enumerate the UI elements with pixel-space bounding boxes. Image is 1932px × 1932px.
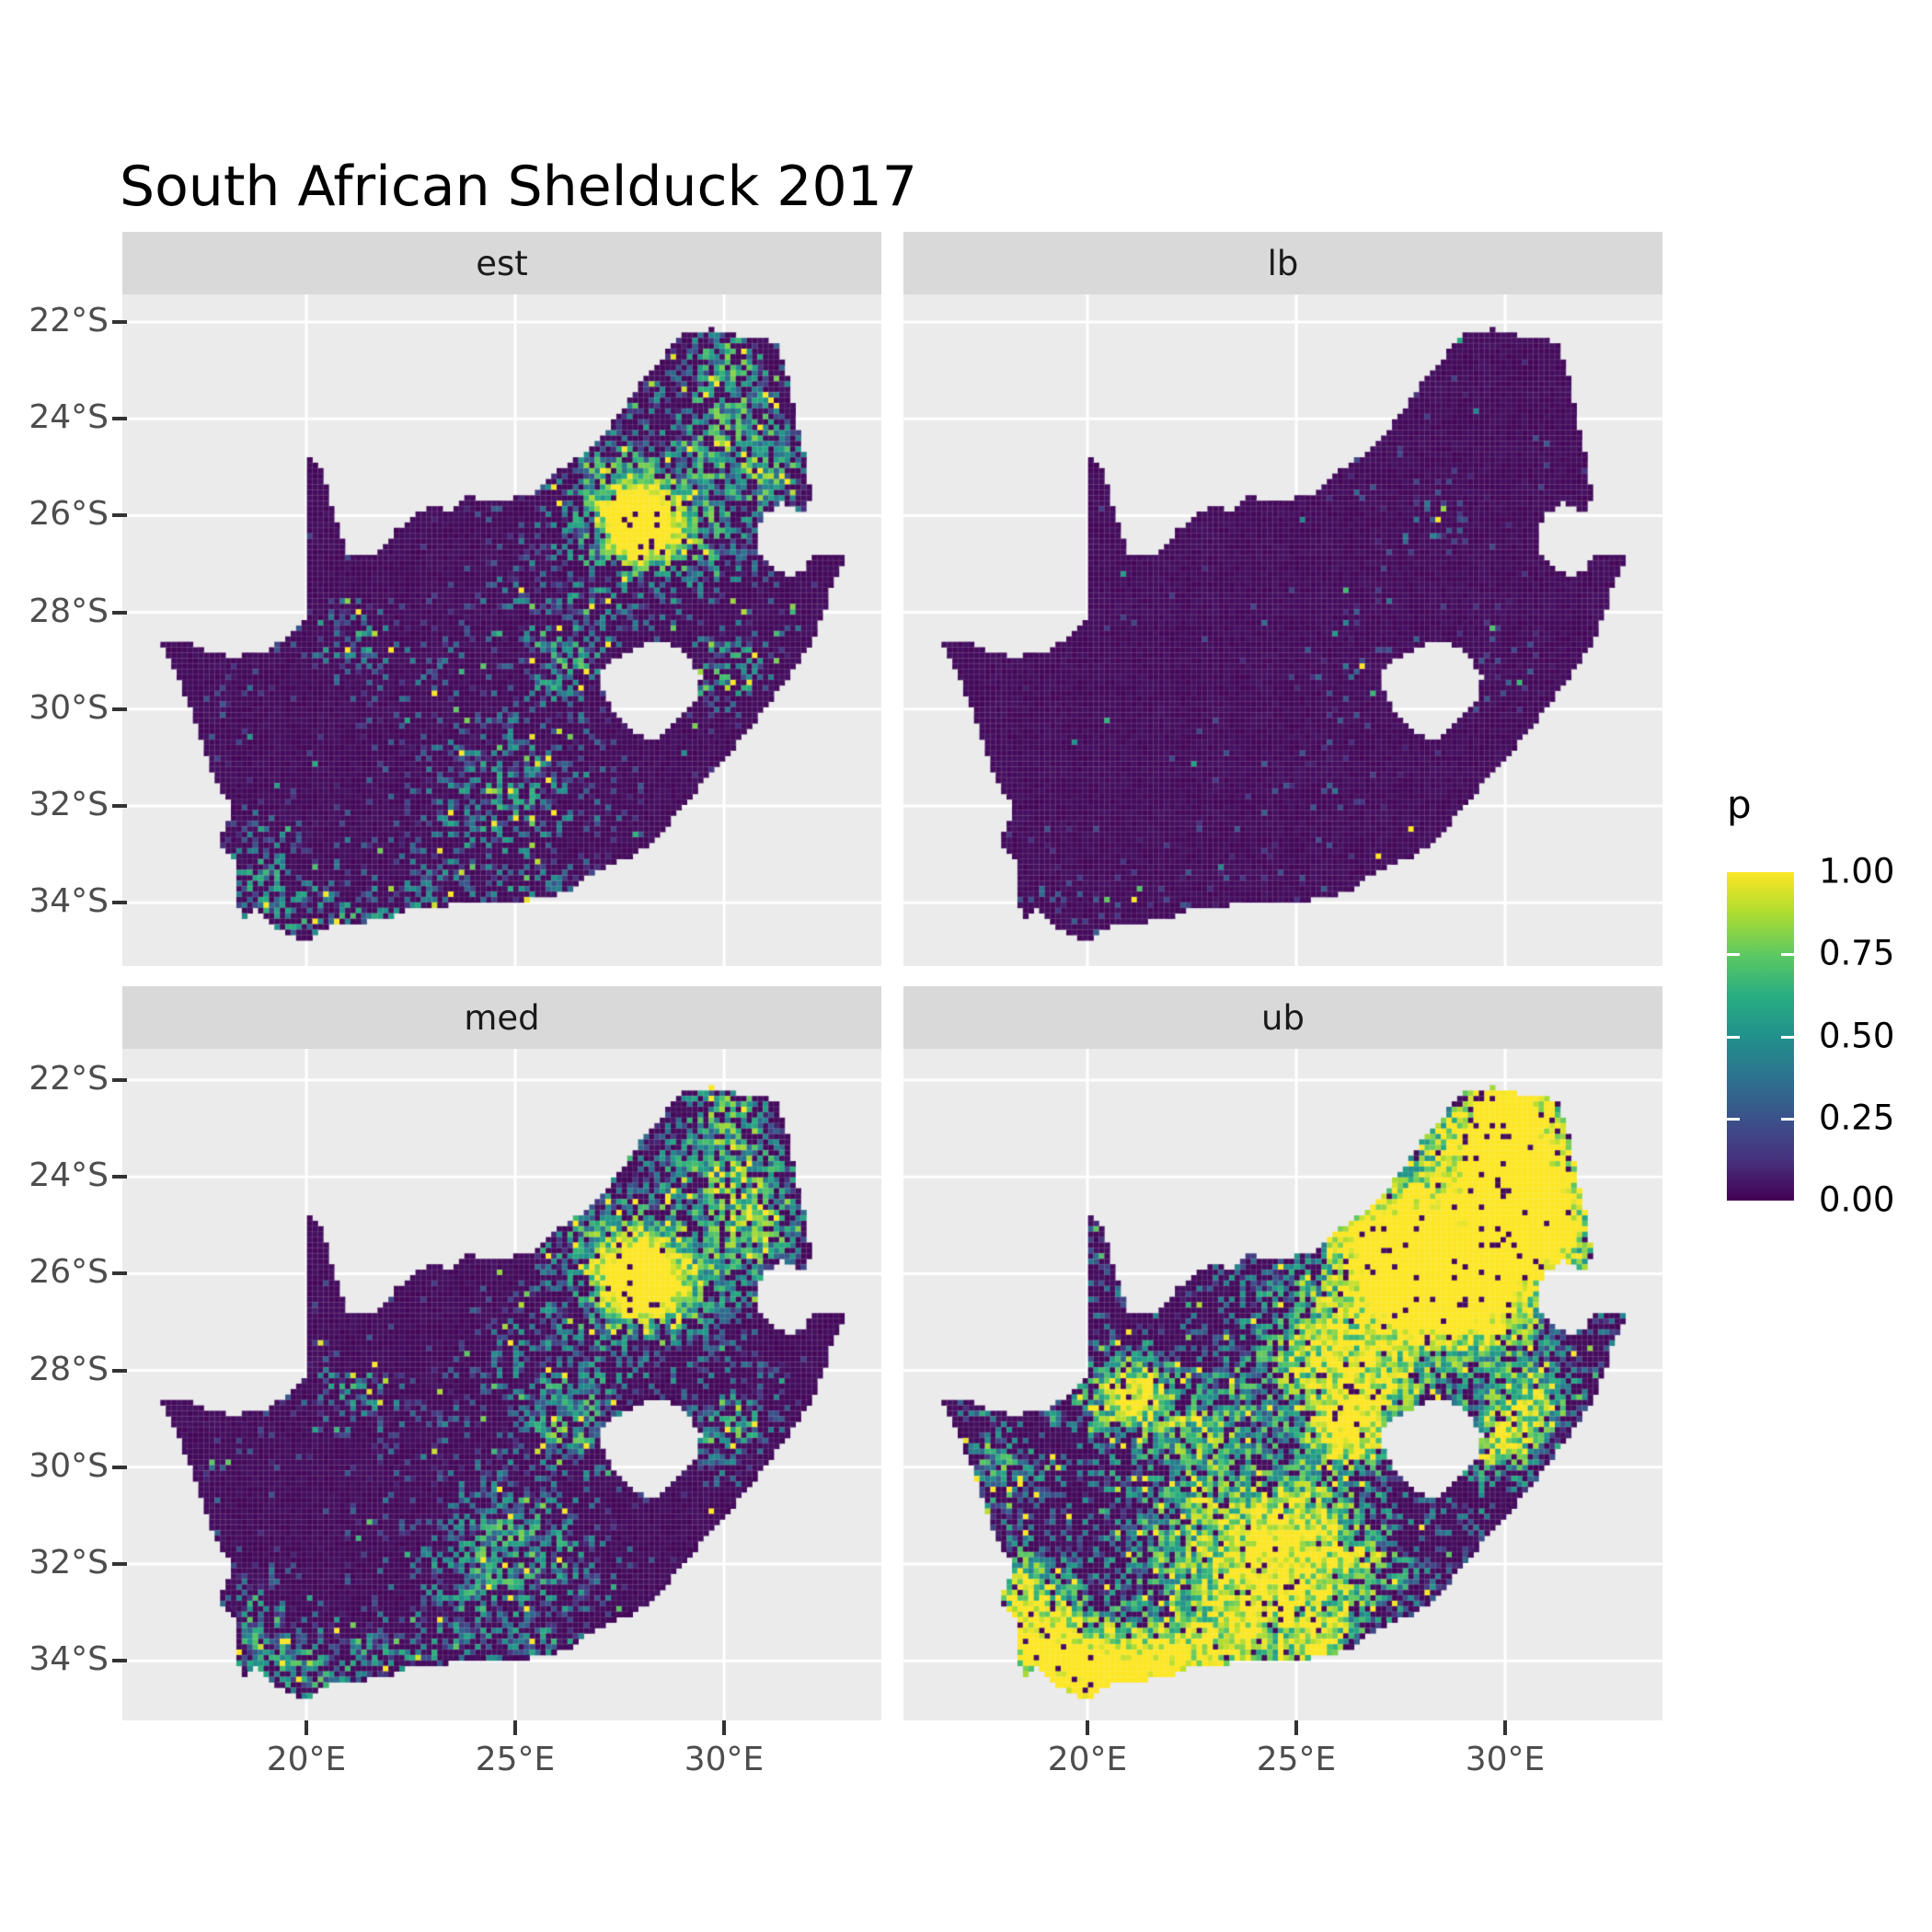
legend-colorbar-tick: [1727, 1118, 1740, 1121]
x-axis-tick-mark: [722, 1720, 727, 1735]
legend-label: 1.00: [1819, 851, 1895, 891]
map-panel-est: [122, 294, 881, 966]
y-axis-tick-label: 30°S: [29, 688, 109, 727]
y-axis-tick-label: 32°S: [29, 1543, 109, 1581]
legend-label: 0.00: [1819, 1179, 1895, 1220]
map-panel-med: [122, 1049, 881, 1720]
legend-title: p: [1727, 782, 1752, 827]
y-axis-tick-label: 28°S: [29, 592, 109, 630]
y-axis-tick-label: 24°S: [29, 398, 109, 437]
x-axis-tick-label: 30°E: [1465, 1741, 1546, 1778]
facet-strip-label-est: est: [476, 243, 528, 283]
y-axis-tick-mark: [112, 319, 127, 324]
facet-strip-med: med: [122, 986, 881, 1049]
y-axis-tick-mark: [112, 513, 127, 518]
y-axis-tick-mark: [112, 1175, 127, 1179]
y-axis-tick-label: 22°S: [29, 301, 109, 339]
y-axis-tick-mark: [112, 1077, 127, 1082]
y-axis-tick-label: 30°S: [29, 1446, 109, 1485]
y-axis-tick-mark: [112, 417, 127, 421]
y-axis-tick-mark: [112, 1368, 127, 1373]
x-axis-tick-mark: [305, 1720, 309, 1735]
x-axis-tick-label: 20°E: [266, 1741, 347, 1778]
y-axis-tick-mark: [112, 610, 127, 615]
x-axis-tick-label: 20°E: [1047, 1741, 1128, 1778]
y-axis-tick-mark: [112, 1659, 127, 1663]
x-axis-tick-label: 30°E: [684, 1741, 765, 1778]
legend-label: 0.75: [1819, 933, 1895, 973]
y-axis-tick-label: 28°S: [29, 1350, 109, 1388]
x-axis-tick-mark: [1294, 1720, 1299, 1735]
map-panel-ub: [903, 1049, 1662, 1720]
legend-colorbar-tick: [1727, 953, 1740, 956]
legend-colorbar: [1727, 872, 1794, 1201]
facet-strip-ub: ub: [903, 986, 1662, 1049]
x-axis-tick-mark: [1503, 1720, 1508, 1735]
facet-strip-label-med: med: [464, 997, 540, 1038]
y-axis-tick-label: 26°S: [29, 495, 109, 534]
y-axis-tick-mark: [112, 803, 127, 808]
y-axis-tick-label: 22°S: [29, 1059, 109, 1098]
facet-strip-label-ub: ub: [1261, 997, 1305, 1038]
y-axis-tick-mark: [112, 1465, 127, 1469]
x-axis-tick-label: 25°E: [1256, 1741, 1337, 1778]
facet-strip-est: est: [122, 232, 881, 294]
legend-colorbar-tick: [1781, 1036, 1794, 1039]
legend-label: 0.25: [1819, 1098, 1895, 1138]
legend-colorbar-tick: [1781, 1118, 1794, 1121]
y-axis-tick-mark: [112, 1271, 127, 1276]
plot-title: South African Shelduck 2017: [120, 155, 917, 219]
y-axis-tick-label: 26°S: [29, 1253, 109, 1292]
y-axis-tick-mark: [112, 707, 127, 711]
y-axis-tick-label: 32°S: [29, 785, 109, 823]
legend-colorbar-tick: [1781, 953, 1794, 956]
facet-strip-label-lb: lb: [1267, 243, 1299, 283]
legend-colorbar-tick: [1727, 1036, 1740, 1039]
map-panel-lb: [903, 294, 1662, 966]
x-axis-tick-label: 25°E: [475, 1741, 556, 1778]
y-axis-tick-label: 34°S: [29, 1640, 109, 1679]
y-axis-tick-label: 34°S: [29, 882, 109, 921]
x-axis-tick-mark: [1086, 1720, 1090, 1735]
y-axis-tick-mark: [112, 1561, 127, 1566]
facet-strip-lb: lb: [903, 232, 1662, 294]
y-axis-tick-mark: [112, 901, 127, 905]
x-axis-tick-mark: [513, 1720, 518, 1735]
y-axis-tick-label: 24°S: [29, 1156, 109, 1195]
legend-label: 0.50: [1819, 1016, 1895, 1056]
